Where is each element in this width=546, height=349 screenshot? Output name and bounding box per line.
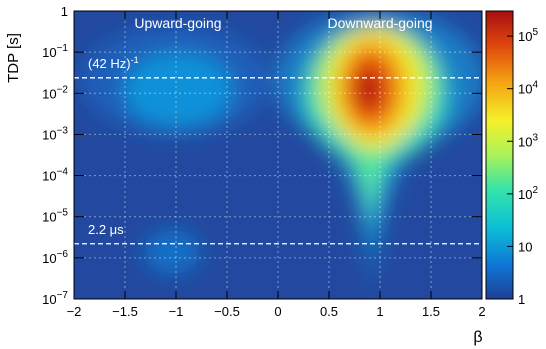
density-layer bbox=[80, 11, 482, 299]
x-axis-label: β bbox=[473, 329, 482, 346]
y-tick-label: 10−6 bbox=[42, 249, 68, 266]
y-tick-label: 1 bbox=[61, 4, 68, 19]
grid-lines bbox=[74, 11, 482, 299]
x-tick-label: 1 bbox=[376, 304, 383, 319]
y-tick-label: 10−5 bbox=[42, 208, 68, 225]
x-tick-label: −1 bbox=[169, 304, 184, 319]
colorbar-axis: 1 10 102 103 104 105 bbox=[507, 27, 538, 307]
y-tick-label: 10−4 bbox=[42, 167, 68, 184]
colorbar-tick-label: 102 bbox=[518, 185, 538, 202]
x-tick-label: −1.5 bbox=[112, 304, 138, 319]
y-tick-label: 10−7 bbox=[42, 290, 68, 307]
x-tick-label: 1.5 bbox=[422, 304, 440, 319]
upward-region-label: Upward-going bbox=[134, 15, 221, 31]
y-tick-label: 10−2 bbox=[42, 84, 68, 101]
colorbar-tick-label: 105 bbox=[518, 27, 538, 44]
reference-lines bbox=[74, 77, 482, 245]
colorbar-tick-label: 10 bbox=[518, 239, 532, 254]
downward-region-label: Downward-going bbox=[327, 15, 432, 31]
colorbar-tick-label: 104 bbox=[518, 80, 538, 97]
x-axis: −2 −1.5 −1 −0.5 0 0.5 1 1.5 2 bbox=[67, 11, 486, 319]
colorbar-tick-label: 103 bbox=[518, 132, 538, 149]
upward-decay-blob bbox=[144, 230, 200, 274]
y-tick-label: 10−3 bbox=[42, 125, 68, 142]
x-tick-label: 0.5 bbox=[320, 304, 338, 319]
upward-muon-blob bbox=[123, 52, 233, 128]
x-tick-label: −2 bbox=[67, 304, 82, 319]
muon-decay-line-label: 2.2 μs bbox=[88, 222, 124, 237]
y-axis: 10−7 10−6 10−5 10−4 10−3 10−2 10−1 1 bbox=[42, 4, 482, 307]
x-tick-label: 0 bbox=[274, 304, 281, 319]
x-tick-label: −0.5 bbox=[214, 304, 240, 319]
x-tick-label: 2 bbox=[478, 304, 485, 319]
rate-line-label: (42 Hz)-1 bbox=[88, 55, 139, 71]
colorbar bbox=[485, 10, 514, 300]
y-tick-label: 10−1 bbox=[42, 43, 68, 60]
colorbar-tick-label: 1 bbox=[518, 292, 525, 307]
downward-peak bbox=[356, 72, 380, 108]
y-axis-label: TDP [s] bbox=[5, 33, 22, 83]
